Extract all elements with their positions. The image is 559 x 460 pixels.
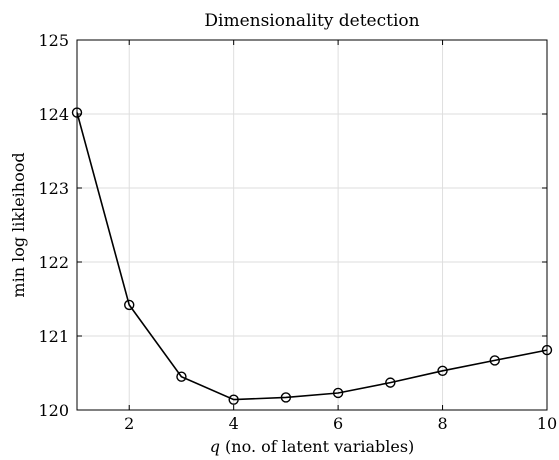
data-point — [385, 377, 396, 388]
y-tick-label: 123 — [38, 179, 69, 198]
x-axis-description: (no. of latent variables) — [220, 437, 414, 456]
data-point — [437, 365, 448, 376]
x-tick-label: 6 — [333, 414, 343, 433]
x-axis-label: q (no. of latent variables) — [210, 437, 415, 456]
grid-lines — [77, 40, 548, 410]
x-axis-variable: q — [210, 437, 220, 456]
data-point — [124, 299, 135, 311]
x-tick-label: 8 — [437, 414, 447, 433]
data-point — [228, 394, 239, 405]
data-point — [541, 344, 553, 356]
data-point — [489, 355, 500, 366]
y-tick-label: 124 — [38, 105, 69, 124]
series-line — [76, 112, 548, 401]
data-point — [71, 107, 83, 118]
data-point — [176, 371, 187, 382]
data-points — [71, 107, 553, 405]
data-point — [332, 387, 344, 399]
plot-frame — [76, 39, 548, 411]
x-tick-label: 2 — [124, 414, 134, 433]
y-axis-label: min log likleihood — [9, 152, 28, 297]
y-tick-label: 121 — [38, 327, 69, 346]
y-tick-label: 120 — [38, 401, 69, 420]
x-tick-label: 4 — [229, 414, 239, 433]
chart-title: Dimensionality detection — [204, 11, 419, 31]
y-tick-label: 125 — [38, 31, 69, 50]
x-tick-label: 10 — [537, 414, 557, 433]
tick-labels: 2 4 6 8 10 120 121 122 123 124 125 — [38, 31, 557, 433]
data-point — [280, 392, 292, 403]
y-tick-label: 122 — [38, 253, 69, 272]
axis-ticks — [77, 39, 548, 411]
